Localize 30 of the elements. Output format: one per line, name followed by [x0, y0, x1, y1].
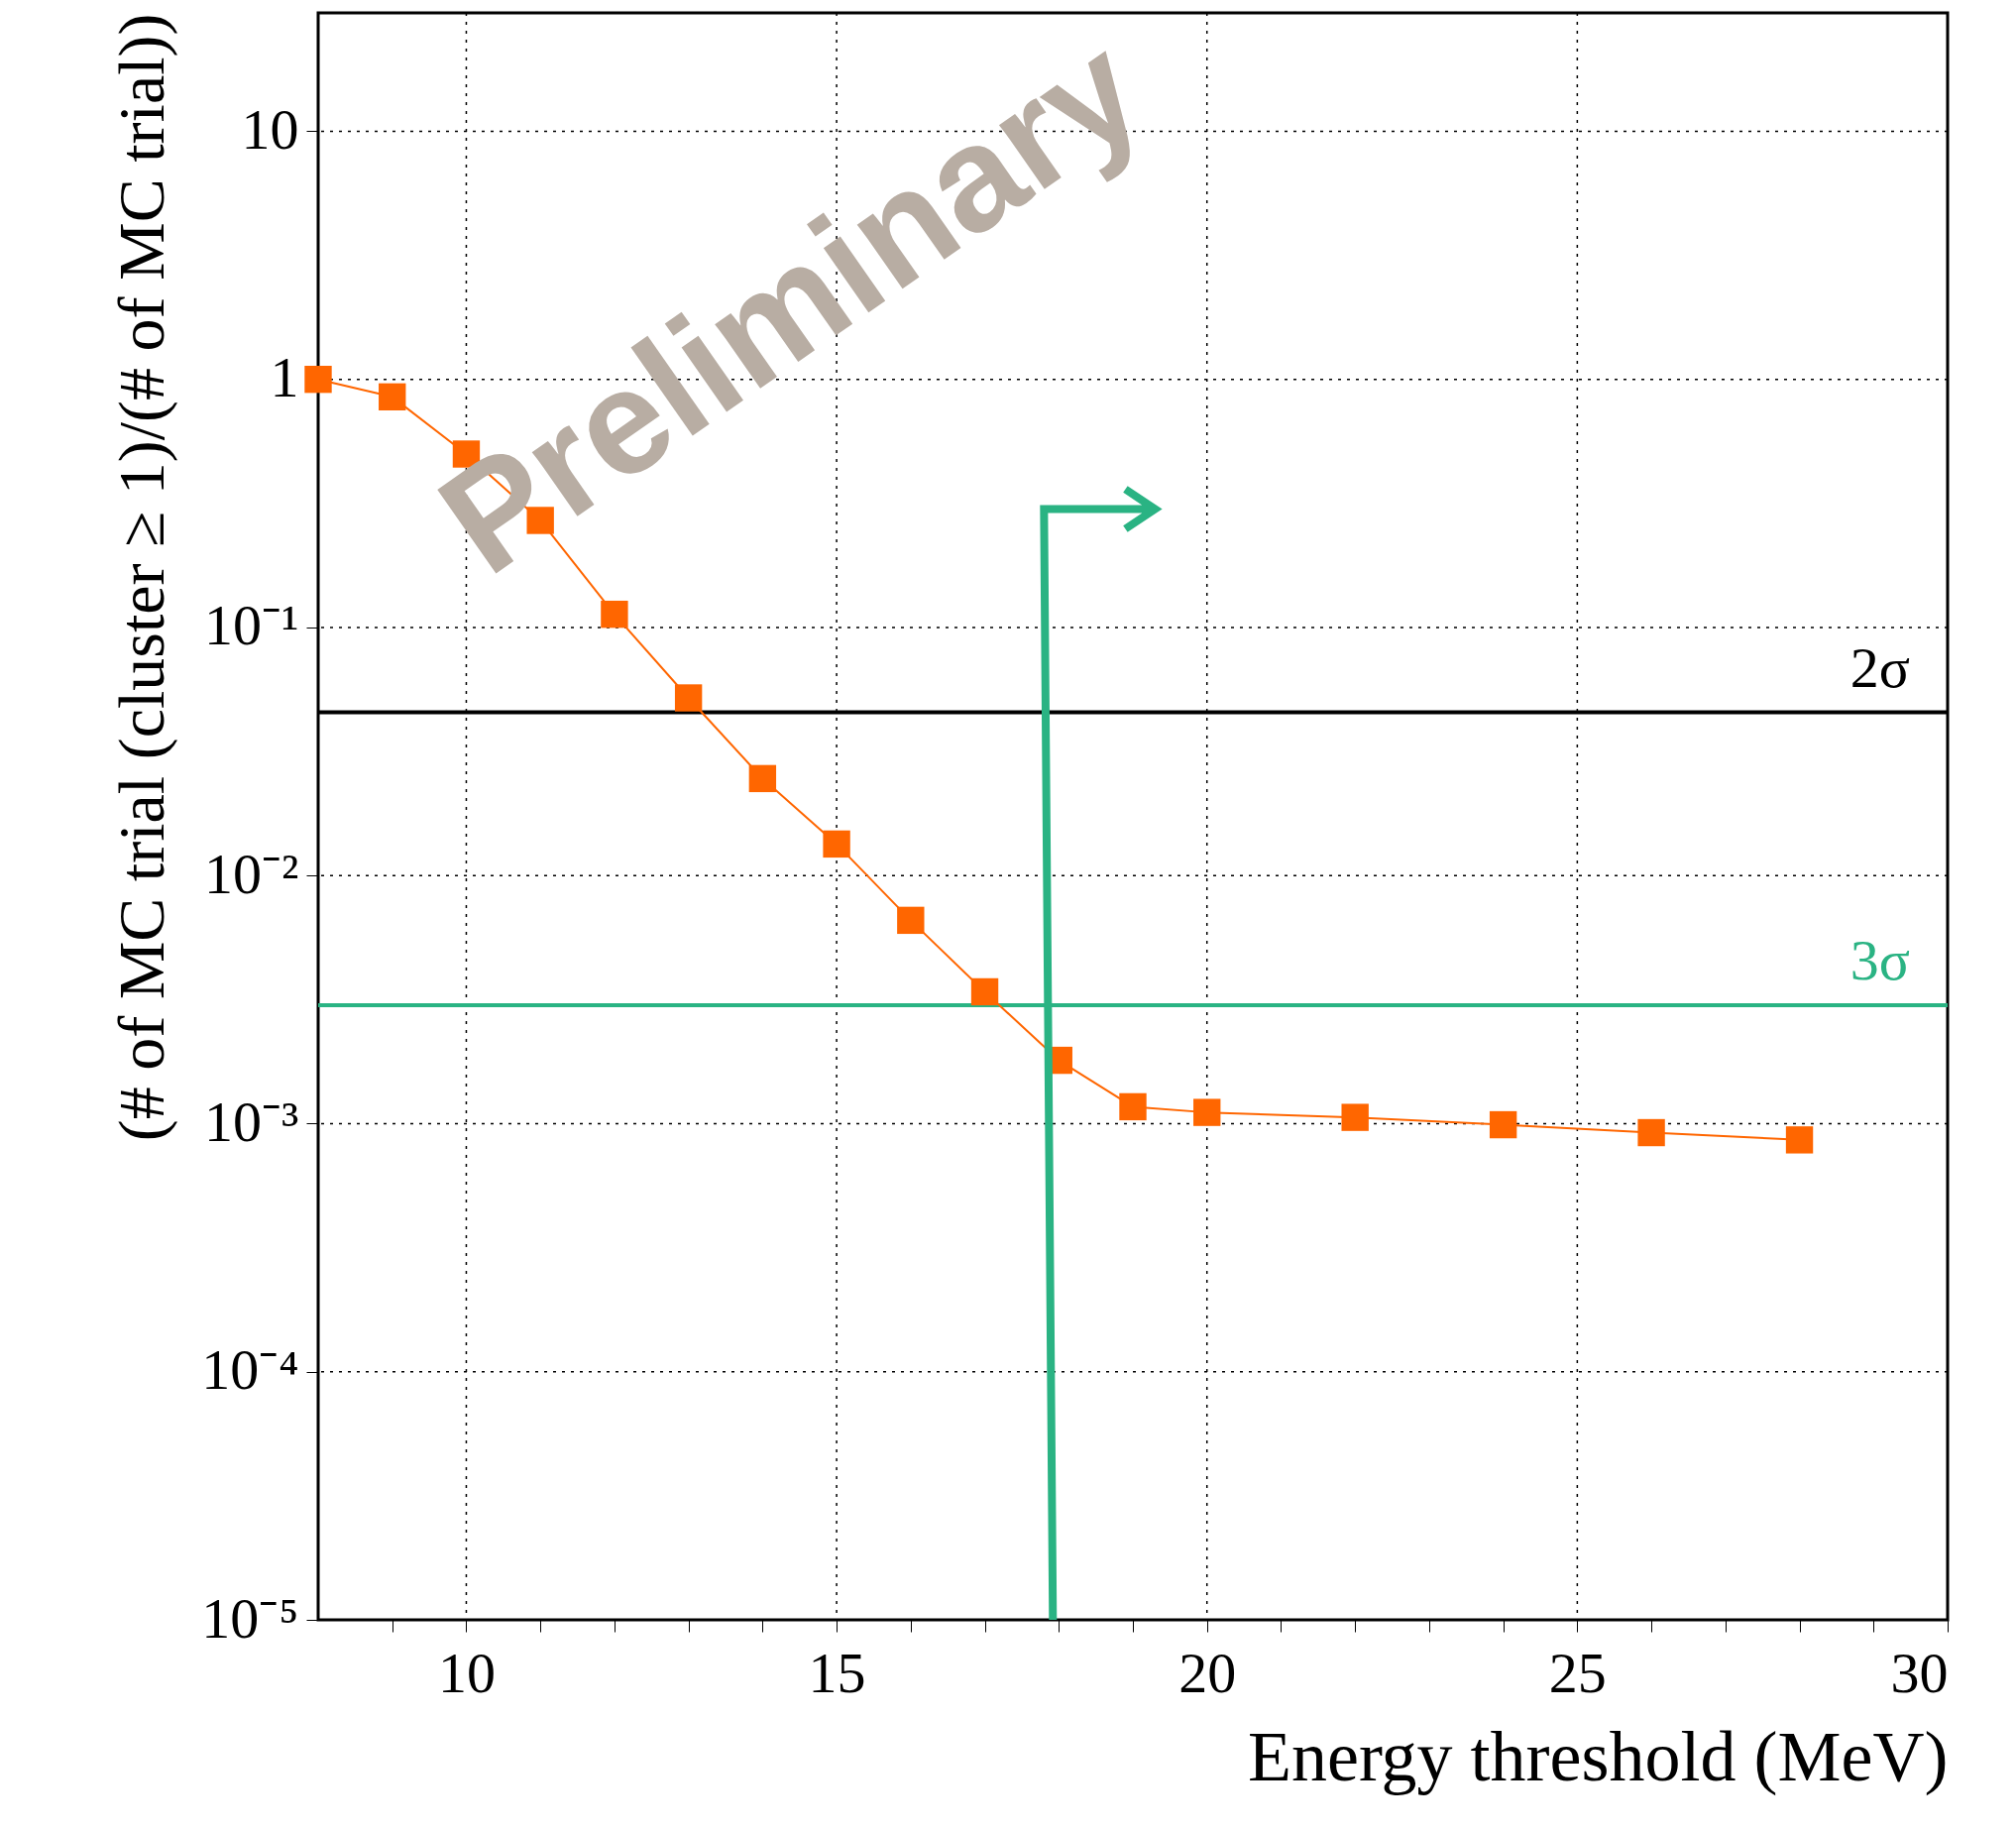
- point: [601, 600, 628, 629]
- y-tick-label: 10⁻³: [204, 1088, 299, 1154]
- y-axis-title: (# of MC trial (cluster ≥ 1)/(# of MC trial)): [105, 13, 179, 1142]
- y-tick-label: 10⁻²: [204, 841, 299, 906]
- point: [823, 830, 850, 858]
- point: [379, 383, 406, 411]
- y-tick-label: 1: [270, 345, 299, 410]
- ref-line-label: 3σ: [1849, 928, 1910, 993]
- ref-line-label: 2σ: [1849, 634, 1910, 700]
- x-tick-label: 10: [437, 1640, 496, 1705]
- point: [1637, 1118, 1665, 1147]
- point: [748, 764, 777, 793]
- x-axis-title: Energy threshold (MeV): [1248, 1716, 1949, 1796]
- point: [304, 365, 332, 394]
- y-tick-label: 10: [241, 96, 299, 162]
- x-tick-label: 30: [1890, 1640, 1949, 1705]
- point: [897, 906, 925, 935]
- x-tick-label: 15: [808, 1640, 866, 1705]
- point: [1785, 1126, 1814, 1154]
- point: [1119, 1092, 1147, 1121]
- point: [1489, 1110, 1517, 1139]
- y-tick-label: 10⁻⁴: [201, 1337, 299, 1403]
- point: [1193, 1098, 1221, 1126]
- point: [970, 977, 999, 1006]
- y-tick-label: 10⁻⁵: [201, 1585, 299, 1651]
- y-tick-label: 10⁻¹: [204, 593, 299, 658]
- x-tick-label: 25: [1548, 1640, 1607, 1705]
- point: [674, 684, 703, 712]
- point: [1341, 1103, 1369, 1131]
- x-tick-label: 20: [1178, 1640, 1237, 1705]
